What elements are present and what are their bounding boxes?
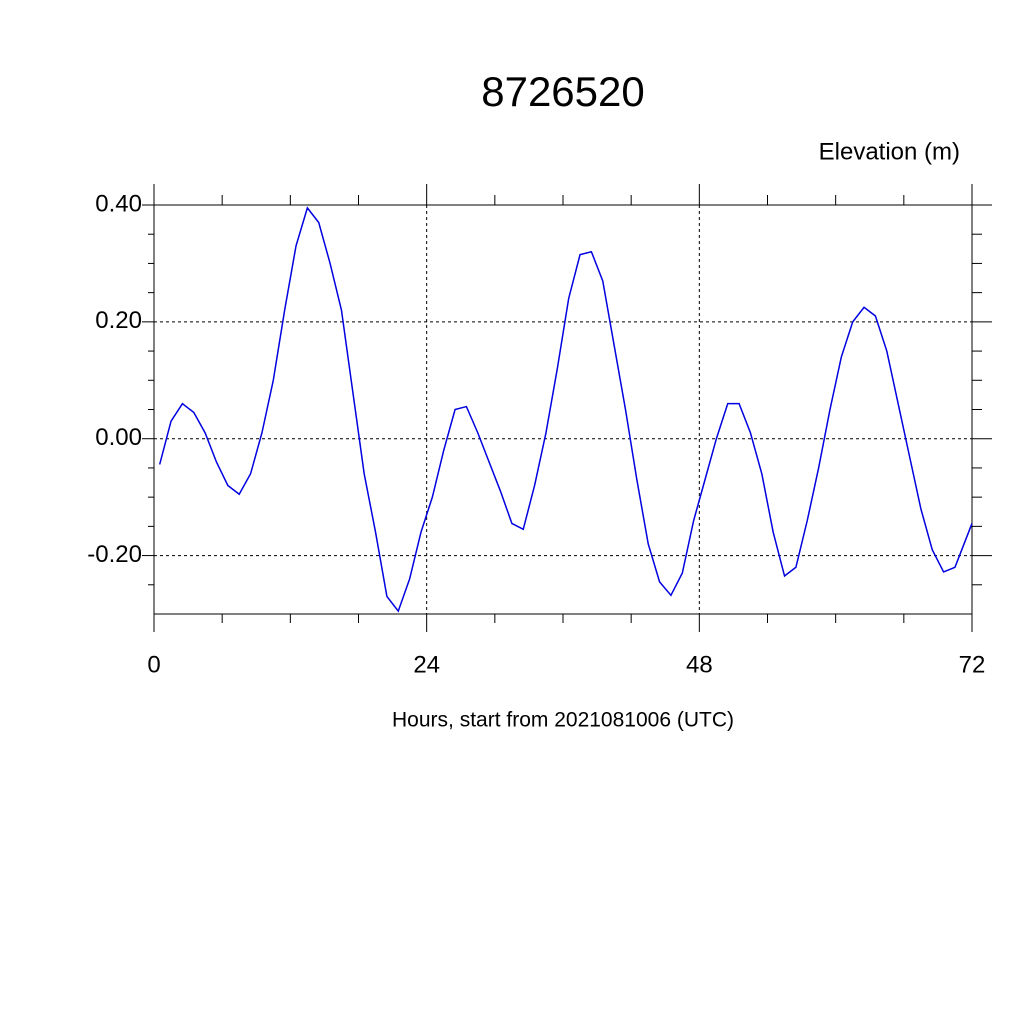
plot-frame	[153, 204, 973, 615]
y-tick-label: 0.00	[95, 424, 142, 451]
x-tick-label: 0	[147, 651, 160, 678]
y-axis-label: Elevation (m)	[819, 138, 960, 165]
x-axis-label: Hours, start from 2021081006 (UTC)	[392, 709, 734, 732]
y-tick-label: 0.20	[95, 307, 142, 334]
chart-title: 8726520	[481, 68, 645, 115]
y-tick-label: -0.20	[87, 541, 142, 568]
y-tick-label: 0.40	[95, 190, 142, 217]
series-line	[158, 206, 973, 613]
x-tick-label: 48	[686, 651, 713, 678]
x-tick-label: 24	[413, 651, 440, 678]
x-tick-label: 72	[959, 651, 986, 678]
